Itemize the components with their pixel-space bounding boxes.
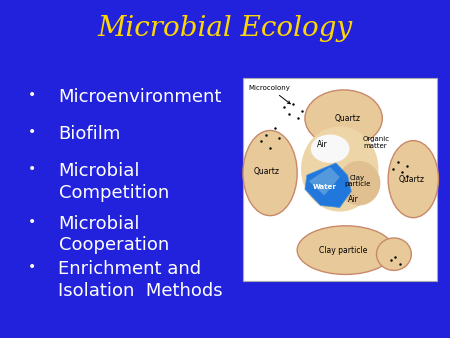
Ellipse shape: [388, 141, 438, 218]
Bar: [243, 78, 436, 281]
Text: Quartz: Quartz: [334, 114, 360, 123]
Text: Microbial
Cooperation: Microbial Cooperation: [58, 215, 169, 254]
Ellipse shape: [377, 238, 411, 270]
Text: Quartz: Quartz: [253, 167, 279, 175]
Text: Quartz: Quartz: [398, 175, 424, 184]
Ellipse shape: [297, 226, 394, 274]
Text: Clay particle: Clay particle: [320, 246, 368, 255]
Text: Microcolony: Microcolony: [249, 85, 291, 104]
Text: Biofilm: Biofilm: [58, 125, 121, 143]
Ellipse shape: [301, 126, 378, 212]
Text: Enrichment and
Isolation  Methods: Enrichment and Isolation Methods: [58, 260, 223, 300]
Text: Air: Air: [317, 140, 328, 149]
Text: Organic
matter: Organic matter: [363, 136, 390, 149]
Polygon shape: [305, 163, 351, 208]
Text: Water: Water: [312, 184, 336, 190]
Ellipse shape: [310, 135, 350, 163]
Text: •: •: [27, 215, 36, 228]
Ellipse shape: [338, 161, 380, 206]
Text: Microbial
Competition: Microbial Competition: [58, 162, 169, 202]
Ellipse shape: [243, 130, 297, 216]
Text: Air: Air: [348, 195, 359, 204]
Text: Microenvironment: Microenvironment: [58, 88, 222, 106]
Ellipse shape: [305, 90, 382, 147]
Text: •: •: [27, 162, 36, 176]
Text: •: •: [27, 260, 36, 274]
Text: Clay
particle: Clay particle: [344, 175, 370, 187]
Text: •: •: [27, 125, 36, 139]
Text: Microbial Ecology: Microbial Ecology: [98, 15, 352, 42]
Text: •: •: [27, 88, 36, 102]
Polygon shape: [309, 167, 340, 195]
